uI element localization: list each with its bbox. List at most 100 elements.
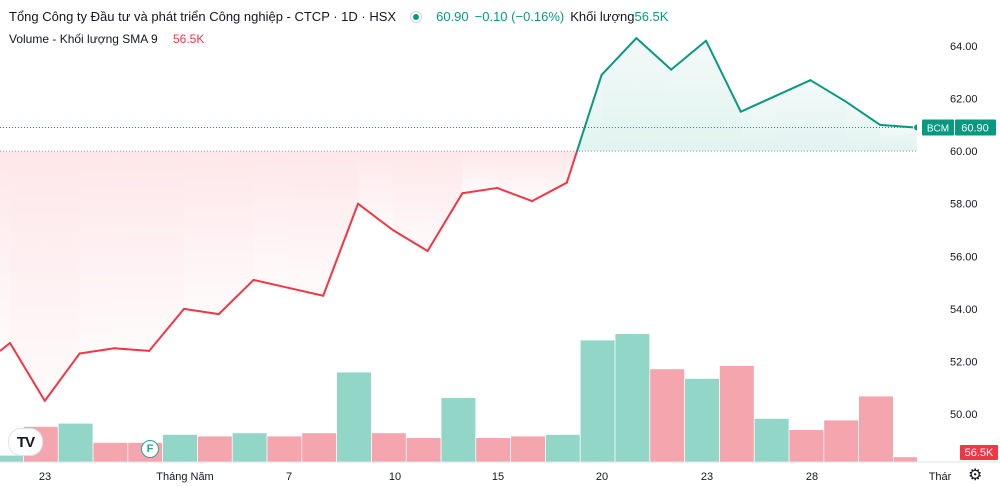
volume-bar bbox=[754, 418, 789, 462]
price-line-segment-down bbox=[426, 192, 464, 253]
time-tick-label: 10 bbox=[389, 471, 401, 483]
volume-bars bbox=[0, 334, 928, 462]
price-tick-label: 60.00 bbox=[950, 146, 978, 158]
volume-bar bbox=[719, 366, 754, 462]
volume-bar bbox=[476, 438, 511, 462]
below-baseline-fill bbox=[218, 151, 254, 315]
chart-legend: Tổng Công ty Đầu tư và phát triển Công n… bbox=[9, 9, 668, 24]
time-tick-label: 23 bbox=[39, 471, 51, 483]
below-baseline-fill bbox=[0, 151, 10, 352]
volume-bar bbox=[302, 433, 337, 462]
below-baseline-fill bbox=[149, 151, 184, 351]
volume-bar bbox=[267, 436, 302, 462]
above-baseline-fill bbox=[671, 40, 706, 152]
ticker-badge bbox=[922, 119, 954, 136]
volume-bar bbox=[58, 423, 93, 462]
volume-bar bbox=[859, 396, 893, 462]
tradingview-logo-icon[interactable]: TV bbox=[8, 428, 43, 456]
price-badge bbox=[955, 119, 996, 136]
price-line-segment-down bbox=[148, 307, 185, 352]
price-tick-label: 52.00 bbox=[950, 356, 978, 368]
below-baseline-fill bbox=[184, 151, 219, 315]
price-tick-label: 54.00 bbox=[950, 304, 978, 316]
price-line-segment-up bbox=[670, 39, 707, 71]
last-price: 60.90 bbox=[436, 9, 469, 24]
time-tick-label: Tháng Năm bbox=[156, 471, 213, 483]
above-baseline-fill bbox=[740, 95, 776, 152]
volume-bar bbox=[685, 378, 719, 462]
price-tick-label: 50.00 bbox=[950, 409, 978, 421]
volume-bar bbox=[650, 369, 685, 462]
above-baseline-fill bbox=[914, 127, 917, 152]
below-baseline-fill bbox=[79, 151, 115, 354]
price-line bbox=[0, 37, 921, 402]
below-baseline-fill bbox=[532, 151, 567, 202]
time-tick-label: 28 bbox=[806, 471, 818, 483]
above-baseline-fill bbox=[845, 101, 880, 152]
below-baseline-fill bbox=[44, 151, 80, 401]
price-line-segment-down bbox=[287, 286, 325, 297]
time-tick-label: 20 bbox=[596, 471, 608, 483]
volume-bar bbox=[197, 436, 232, 462]
event-marker-icon[interactable]: F bbox=[141, 440, 159, 458]
ticker-badge-label: BCM bbox=[927, 123, 949, 134]
price-line-segment-down bbox=[43, 352, 81, 402]
price-line-segment-down bbox=[391, 229, 429, 253]
volume-bar bbox=[232, 433, 267, 462]
price-tick-label: 56.00 bbox=[950, 251, 978, 263]
volume-bar bbox=[371, 433, 406, 462]
below-baseline-fill bbox=[497, 151, 532, 202]
price-line-segment-down bbox=[78, 347, 116, 355]
price-line-segment-up bbox=[879, 123, 916, 129]
time-axis: 23 Tháng Năm 7 10 15 20 23 28 Thár bbox=[0, 461, 1000, 483]
volume-bar bbox=[580, 340, 615, 462]
market-status-icon[interactable] bbox=[410, 10, 423, 23]
price-line-segment-down bbox=[183, 307, 220, 316]
below-baseline-fill bbox=[253, 151, 289, 288]
above-baseline-fill bbox=[706, 40, 741, 152]
volume-bar bbox=[511, 436, 545, 462]
price-line-segment-up bbox=[844, 100, 881, 126]
price-change: −0.10 (−0.16%) bbox=[474, 9, 565, 24]
volume-value: 56.5K bbox=[634, 9, 669, 24]
price-line-segment-up bbox=[809, 79, 847, 103]
below-baseline-fill bbox=[288, 151, 324, 296]
volume-legend[interactable]: Volume - Khối lượng SMA 9 56.5K bbox=[9, 32, 204, 46]
above-baseline-fill bbox=[810, 80, 846, 152]
price-line-segment-up bbox=[600, 37, 638, 76]
above-baseline-fill bbox=[775, 80, 811, 152]
time-tick-label: Thár bbox=[929, 471, 952, 483]
volume-bar bbox=[337, 372, 371, 462]
baseline-area bbox=[0, 38, 917, 401]
volume-badge bbox=[960, 445, 998, 460]
volume-bar bbox=[163, 434, 197, 462]
gear-icon[interactable]: ⚙ bbox=[968, 467, 983, 484]
price-line-segment-up bbox=[705, 39, 742, 113]
price-axis: 64.00 62.00 60.00 58.00 56.00 54.00 52.00 50.00… bbox=[917, 0, 1000, 486]
price-line-segment-down bbox=[531, 181, 568, 203]
price-line-segment-up bbox=[635, 37, 673, 71]
above-baseline-fill bbox=[880, 124, 915, 152]
below-baseline-fill bbox=[392, 151, 428, 252]
below-baseline-fill bbox=[427, 151, 463, 252]
price-line-segment-down bbox=[461, 186, 499, 195]
price-tick-label: 64.00 bbox=[950, 41, 978, 53]
price-line-segment-down bbox=[9, 342, 46, 402]
price-line-segment-down bbox=[0, 342, 11, 352]
volume-bar bbox=[0, 455, 23, 462]
below-baseline-fill bbox=[358, 151, 393, 230]
volume-label: Khối lượng bbox=[570, 9, 635, 24]
volume-legend-label: Volume - Khối lượng SMA 9 bbox=[9, 32, 158, 46]
price-axis-background bbox=[917, 0, 1000, 486]
price-line-segment-up bbox=[575, 73, 603, 153]
volume-bar bbox=[789, 430, 824, 462]
time-tick-label: 15 bbox=[492, 471, 504, 483]
volume-bar bbox=[615, 334, 650, 462]
symbol-title[interactable]: Tổng Công ty Đầu tư và phát triển Công n… bbox=[9, 9, 397, 24]
below-baseline-fill bbox=[462, 151, 498, 194]
time-tick-label: 7 bbox=[286, 471, 292, 483]
below-baseline-fill bbox=[10, 151, 45, 401]
price-badge-label: 60.90 bbox=[961, 122, 989, 134]
volume-legend-value: 56.5K bbox=[172, 32, 205, 46]
